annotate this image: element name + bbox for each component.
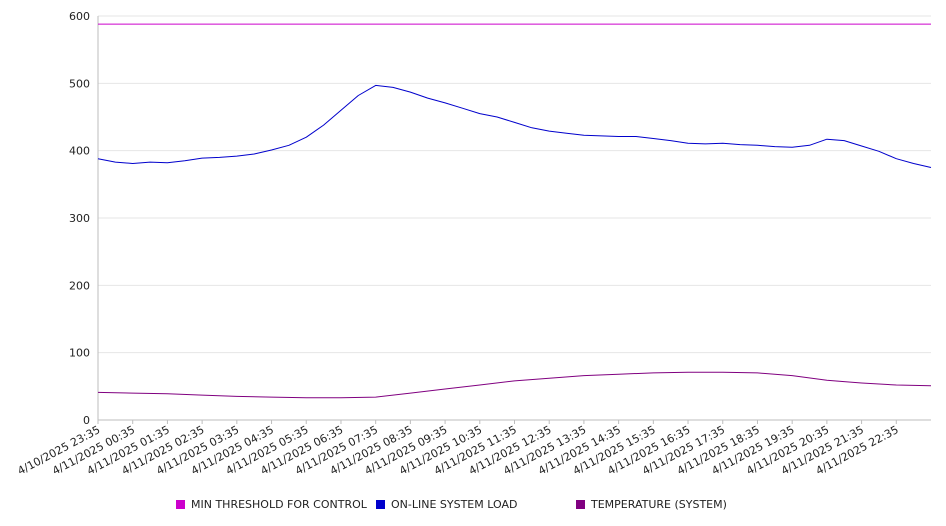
- y-tick-label: 500: [69, 77, 90, 90]
- legend-item-temperature: TEMPERATURE (SYSTEM): [576, 498, 727, 511]
- legend-item-min-threshold: MIN THRESHOLD FOR CONTROL: [176, 498, 367, 511]
- series-lines: [97, 23, 932, 399]
- legend-label: MIN THRESHOLD FOR CONTROL: [191, 498, 367, 511]
- series-line-temperature: [97, 371, 932, 399]
- y-tick-label: 200: [69, 279, 90, 292]
- axes: [97, 16, 931, 424]
- legend-swatch: [576, 500, 585, 509]
- grid-lines: [98, 15, 931, 354]
- y-tick-label: 600: [69, 10, 90, 23]
- legend-item-system-load: ON-LINE SYSTEM LOAD: [376, 498, 517, 511]
- legend-swatch: [376, 500, 385, 509]
- legend-label: TEMPERATURE (SYSTEM): [591, 498, 727, 511]
- legend: MIN THRESHOLD FOR CONTROL ON-LINE SYSTEM…: [0, 498, 946, 518]
- legend-swatch: [176, 500, 185, 509]
- legend-label: ON-LINE SYSTEM LOAD: [391, 498, 518, 511]
- y-tick-label: 100: [69, 347, 90, 360]
- series-line-system-load: [97, 84, 932, 168]
- y-tick-labels: 0 100 200 300 400 500 600: [69, 10, 90, 427]
- y-tick-label: 0: [83, 414, 90, 427]
- y-tick-label: 400: [69, 145, 90, 158]
- x-tick-labels: 4/10/2025 23:354/11/2025 00:354/11/2025 …: [15, 423, 900, 477]
- y-tick-label: 300: [69, 212, 90, 225]
